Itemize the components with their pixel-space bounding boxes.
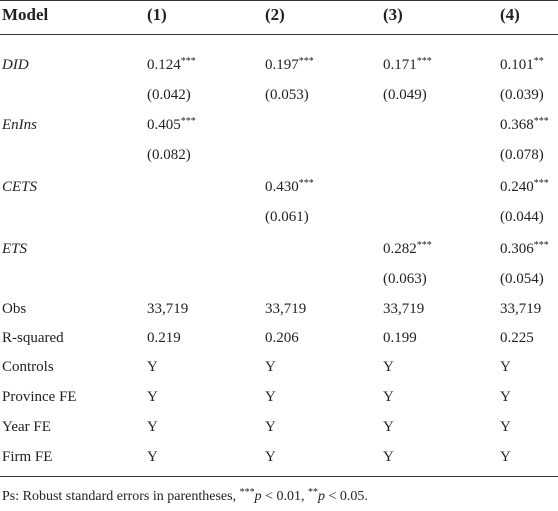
bottom-rule: [0, 476, 558, 477]
header-cell: Model: [2, 5, 49, 24]
table-cell: Y: [147, 389, 158, 405]
table-cell: Y: [500, 359, 511, 375]
row-label: CETS: [2, 179, 38, 195]
cell-value: 0.124: [147, 57, 181, 73]
table-cell: 0.197***: [265, 56, 314, 74]
table-cell: 0.171***: [383, 56, 432, 74]
note-part: p: [317, 489, 325, 504]
cell-value: 0.368: [500, 117, 534, 133]
note-part: ***: [239, 487, 255, 498]
table-cell: Y: [383, 359, 394, 375]
note-part: p: [254, 489, 262, 504]
table-cell: Y: [147, 359, 158, 375]
row-label: Obs: [2, 301, 27, 317]
row-label: EnIns: [2, 117, 37, 133]
significance-stars: ***: [416, 240, 432, 251]
table-cell: Y: [500, 419, 511, 435]
table-cell: (0.053): [265, 87, 309, 103]
cell-value: 0.306: [500, 241, 534, 257]
header-cell: (3): [383, 5, 403, 24]
table-cell: 0.225: [500, 330, 534, 346]
cell-value: 0.282: [383, 241, 417, 257]
header-cell: (4): [500, 5, 520, 24]
cell-value: 0.240: [500, 179, 534, 195]
cell-value: 0.405: [147, 117, 181, 133]
cell-value: 0.101: [500, 57, 534, 73]
table-cell: 0.430***: [265, 178, 314, 196]
table-cell: (0.054): [500, 271, 544, 287]
significance-stars: ***: [180, 56, 196, 67]
header-rule: [0, 34, 558, 35]
cell-value: 0.430: [265, 179, 299, 195]
row-label: Year FE: [2, 419, 51, 435]
table-cell: (0.044): [500, 209, 544, 225]
table-cell: 33,719: [265, 301, 307, 317]
table-cell: Y: [265, 449, 276, 465]
table-cell: Y: [500, 389, 511, 405]
table-cell: 0.101**: [500, 56, 544, 74]
note-part: < 0.01,: [261, 489, 308, 504]
table-cell: Y: [265, 389, 276, 405]
table-cell: 33,719: [383, 301, 425, 317]
table-cell: (0.061): [265, 209, 309, 225]
table-cell: 33,719: [147, 301, 189, 317]
note-part: < 0.05.: [324, 489, 368, 504]
table-cell: Y: [500, 449, 511, 465]
significance-stars: ***: [533, 178, 549, 189]
table-cell: 0.368***: [500, 116, 549, 134]
header-cell: (1): [147, 5, 167, 24]
row-label: Controls: [2, 359, 54, 375]
row-label: R-squared: [2, 330, 64, 346]
significance-stars: ***: [416, 56, 432, 67]
significance-stars: ***: [533, 240, 549, 251]
table-cell: 33,719: [500, 301, 542, 317]
significance-stars: ***: [298, 178, 314, 189]
significance-stars: **: [533, 56, 544, 67]
row-label: Firm FE: [2, 449, 53, 465]
header-cell: (2): [265, 5, 285, 24]
table-cell: 0.405***: [147, 116, 196, 134]
table-cell: 0.124***: [147, 56, 196, 74]
top-rule: [0, 0, 558, 1]
table-cell: Y: [265, 419, 276, 435]
significance-stars: ***: [298, 56, 314, 67]
table-cell: (0.063): [383, 271, 427, 287]
table-cell: 0.306***: [500, 240, 549, 258]
table-cell: 0.282***: [383, 240, 432, 258]
table-note: Ps: Robust standard errors in parenthese…: [2, 488, 368, 506]
table-cell: (0.049): [383, 87, 427, 103]
cell-value: 0.197: [265, 57, 299, 73]
table-cell: (0.042): [147, 87, 191, 103]
table-cell: Y: [383, 389, 394, 405]
significance-stars: ***: [180, 116, 196, 127]
table-cell: (0.078): [500, 147, 544, 163]
cell-value: 0.171: [383, 57, 417, 73]
table-cell: 0.206: [265, 330, 299, 346]
table-cell: Y: [147, 449, 158, 465]
table-cell: 0.240***: [500, 178, 549, 196]
note-part: **: [307, 487, 318, 498]
row-label: Province FE: [2, 389, 77, 405]
row-label: ETS: [2, 241, 28, 257]
table-cell: 0.199: [383, 330, 417, 346]
note-part: Ps: Robust standard errors in parenthese…: [2, 489, 240, 504]
table-cell: (0.039): [500, 87, 544, 103]
table-cell: 0.219: [147, 330, 181, 346]
table-cell: Y: [383, 449, 394, 465]
table-cell: Y: [147, 419, 158, 435]
row-label: DID: [2, 57, 29, 73]
significance-stars: ***: [533, 116, 549, 127]
table-cell: Y: [265, 359, 276, 375]
table-cell: Y: [383, 419, 394, 435]
table-cell: (0.082): [147, 147, 191, 163]
